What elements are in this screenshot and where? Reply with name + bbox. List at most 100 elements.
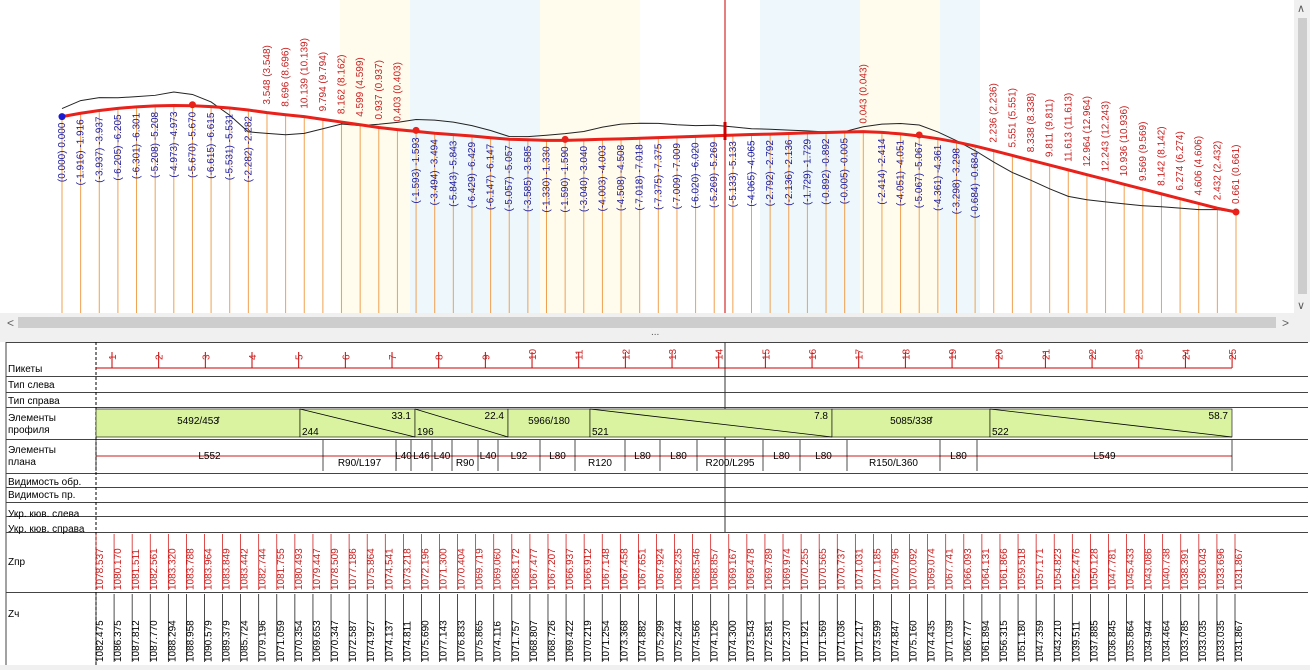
cut-fill-label: 8.162 (8.162): [337, 55, 348, 115]
row-label: Укр. кюв. слева: [8, 509, 80, 520]
z-black-value: 1034.464: [1162, 620, 1173, 662]
z-black-value: 1079.196: [258, 620, 269, 662]
z-design-value: 1083.788: [185, 548, 196, 590]
z-design-value: 1038.391: [1180, 548, 1191, 590]
z-design-value: 1033.696: [1216, 548, 1227, 590]
cut-fill-label: 10.936 (10.936): [1119, 106, 1130, 177]
z-black-value: 1074.882: [637, 620, 648, 662]
row-label: профиля: [8, 424, 50, 436]
plan-element-label: L80: [670, 451, 687, 462]
z-black-value: 1033.035: [1216, 620, 1227, 662]
z-design-value: 1068.172: [511, 548, 522, 590]
z-design-value: 1071.185: [872, 548, 883, 590]
z-black-value: 1075.865: [475, 620, 486, 662]
z-design-value: 1045.433: [1126, 548, 1137, 590]
cut-fill-label: 0.403 (0.403): [392, 62, 403, 122]
profile-slope-value: 22.4: [485, 411, 505, 422]
z-design-value: 1077.186: [348, 548, 359, 590]
z-black-value: 1074.137: [384, 620, 395, 662]
z-black-value: 1070.354: [294, 620, 305, 662]
z-design-value: 1070.796: [890, 548, 901, 590]
cut-fill-label: (-5.133) -5.133: [728, 141, 739, 208]
plan-element-label: L552: [198, 451, 221, 462]
profile-curve-label: 5966/180: [528, 416, 570, 427]
cut-fill-label: (-2.792) -2.792: [765, 140, 776, 207]
row-label: Zпр: [8, 557, 26, 568]
z-design-value: 1078.537: [95, 548, 106, 590]
cut-fill-label: 6.274 (6.274): [1175, 131, 1186, 191]
z-black-value: 1068.726: [547, 620, 558, 662]
horizontal-scroll-thumb[interactable]: [18, 317, 1276, 328]
scroll-left-arrow[interactable]: <: [7, 316, 14, 330]
z-design-value: 1083.320: [167, 548, 178, 590]
z-design-value: 1067.741: [945, 548, 956, 590]
cut-fill-label: (-5.670) -5.670: [187, 111, 198, 178]
splitter[interactable]: ...: [0, 333, 1310, 342]
cut-fill-label: (-6.205) -6.205: [113, 114, 124, 181]
cut-fill-label: (-3.298) -3.298: [951, 148, 962, 215]
plan-element-label: L40: [480, 451, 497, 462]
z-design-value: 1064.131: [981, 548, 992, 590]
z-design-value: 1070.565: [818, 548, 829, 590]
scroll-right-arrow[interactable]: >: [1282, 316, 1289, 330]
z-black-value: 1070.347: [330, 620, 341, 662]
cut-fill-label: (-1.330) -1.330: [542, 146, 553, 213]
cut-fill-label: 4.606 (4.606): [1194, 136, 1205, 196]
start-point: [59, 113, 66, 120]
plan-element-label: L80: [634, 451, 651, 462]
z-black-value: 1074.300: [728, 620, 739, 662]
cut-fill-label: (-0.684) -0.684: [970, 152, 981, 219]
cut-fill-label: (-2.414) -2.414: [877, 138, 888, 205]
z-black-value: 1089.379: [222, 620, 233, 662]
z-design-value: 1068.235: [674, 548, 685, 590]
plan-element-label: L40: [434, 451, 451, 462]
profile-length-value: 196: [417, 427, 434, 438]
cut-fill-label: (-3.937) -3.937: [94, 116, 105, 183]
picket-number: 4: [248, 354, 259, 360]
profile-view[interactable]: (0.000) 0.000(-1.916) -1.916(-3.937) -3.…: [0, 0, 1310, 333]
cut-fill-label: (-4.361) -4.361: [933, 144, 944, 211]
z-black-value: 1061.894: [981, 620, 992, 662]
z-black-value: 1073.368: [619, 620, 630, 662]
profile-canvas[interactable]: (0.000) 0.000(-1.916) -1.916(-3.937) -3.…: [0, 0, 1310, 333]
z-black-value: 1074.811: [402, 621, 413, 662]
cut-fill-label: 8.338 (8.338): [1026, 93, 1037, 153]
z-black-value: 1075.690: [420, 620, 431, 662]
scroll-up-arrow[interactable]: ∧: [1297, 3, 1305, 15]
picket-number: 17: [855, 348, 866, 360]
z-black-value: 1071.059: [276, 620, 287, 662]
plan-element-label: R120: [588, 458, 612, 469]
row-label: Элементы: [8, 445, 56, 456]
cut-fill-label: (-5.208) -5.208: [150, 111, 161, 178]
tangent-point: [413, 127, 420, 134]
profile-slope-value: 58.7: [1209, 411, 1229, 422]
row-label: Пикеты: [8, 364, 42, 375]
profile-slope-value: 7.8: [814, 411, 828, 422]
z-design-value: 1054.823: [1053, 548, 1064, 590]
z-design-value: 1071.300: [439, 548, 450, 590]
z-black-value: 1070.219: [583, 620, 594, 662]
cut-fill-label: (-5.057) -5.057: [504, 145, 515, 212]
z-design-value: 1066.093: [963, 548, 974, 590]
z-design-value: 1069.974: [782, 548, 793, 590]
vertical-scroll-thumb[interactable]: [1298, 18, 1307, 294]
cut-fill-label: (-3.585) -3.585: [523, 145, 534, 212]
picket-number: 15: [761, 348, 772, 360]
z-design-value: 1068.857: [710, 548, 721, 590]
plan-element-label: L549: [1093, 451, 1116, 462]
picket-number: 23: [1135, 348, 1146, 360]
z-design-value: 1082.561: [149, 548, 160, 590]
scroll-down-arrow[interactable]: ∨: [1297, 300, 1305, 312]
cut-fill-label: 9.811 (9.811): [1045, 99, 1056, 157]
z-design-value: 1069.789: [764, 548, 775, 590]
cut-fill-label: (-1.729) -1.729: [802, 138, 813, 205]
picket-number: 3: [201, 354, 212, 360]
cut-fill-label: 4.599 (4.599): [355, 57, 366, 117]
profile-slope-value: 33.1: [392, 411, 412, 422]
z-design-value: 1082.744: [258, 548, 269, 590]
z-black-value: 1069.422: [565, 620, 576, 662]
picket-number: 20: [995, 348, 1006, 360]
z-black-value: 1047.359: [1035, 620, 1046, 662]
picket-number: 6: [341, 354, 352, 360]
